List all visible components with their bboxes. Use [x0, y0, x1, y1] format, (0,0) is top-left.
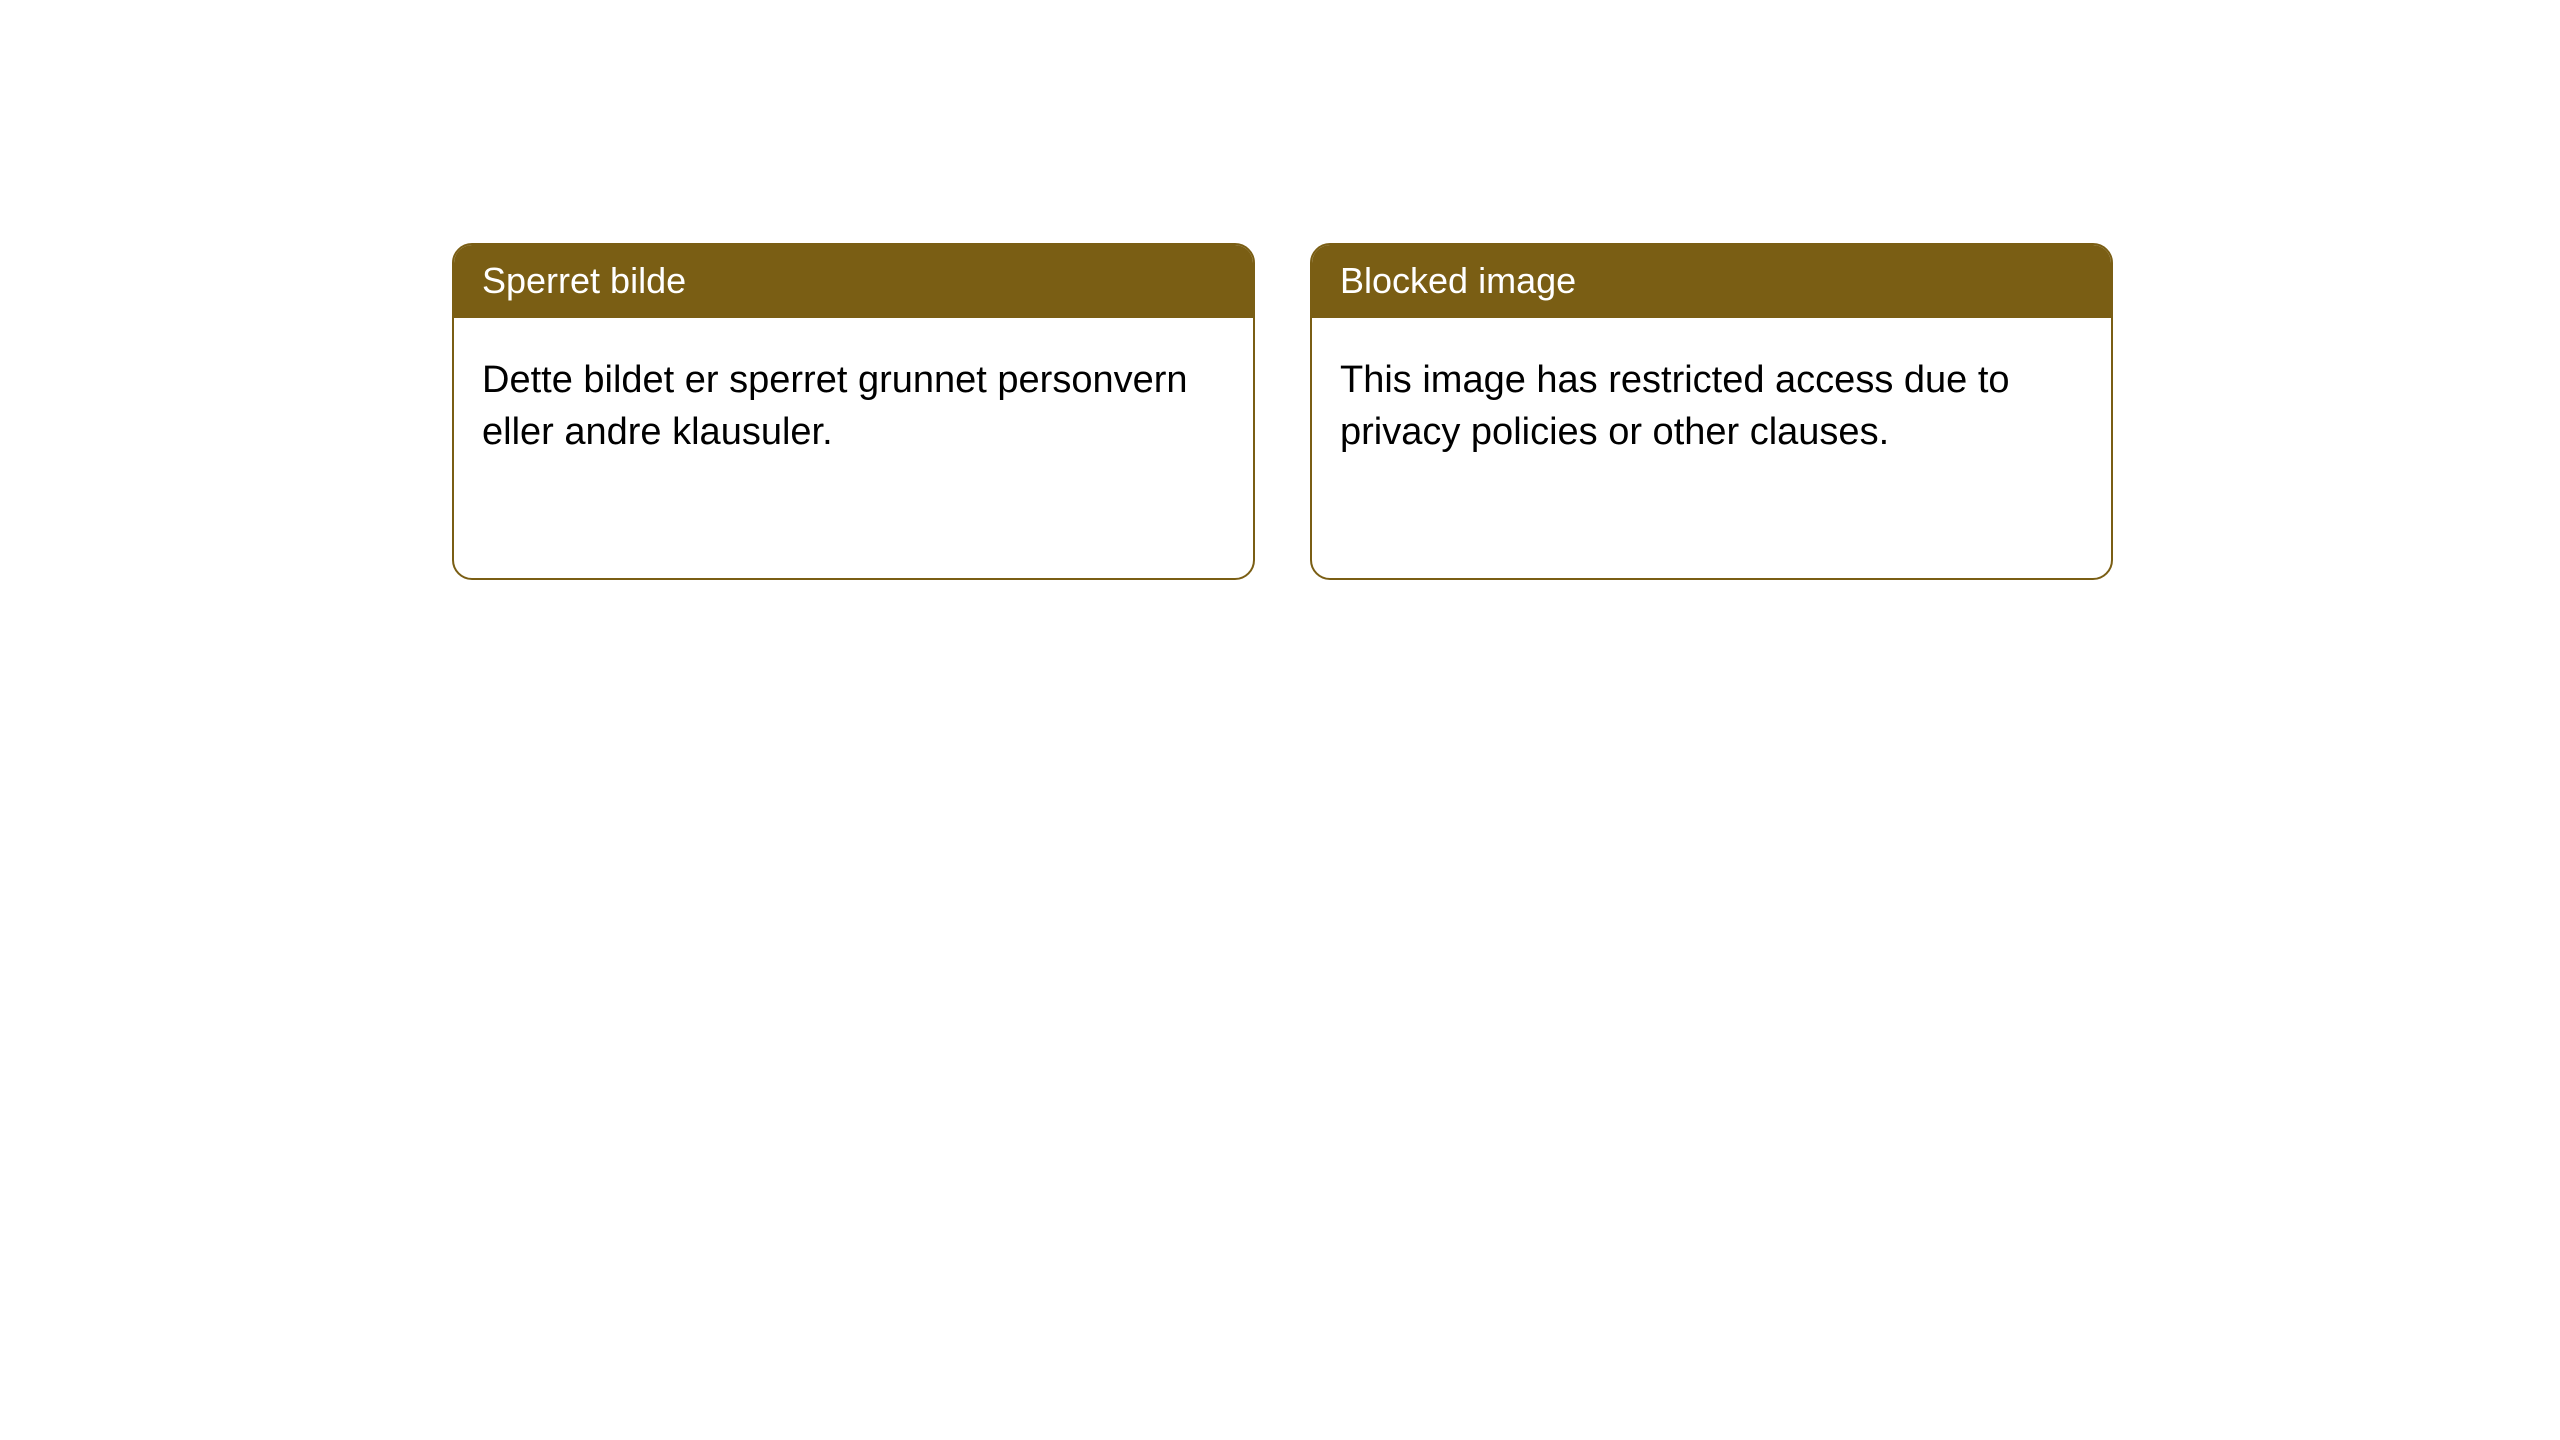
- notice-cards-container: Sperret bilde Dette bildet er sperret gr…: [452, 243, 2113, 580]
- notice-card-title: Blocked image: [1312, 245, 2111, 318]
- notice-card-title: Sperret bilde: [454, 245, 1253, 318]
- notice-card-body: This image has restricted access due to …: [1312, 318, 2111, 486]
- notice-card-english: Blocked image This image has restricted …: [1310, 243, 2113, 580]
- notice-card-body: Dette bildet er sperret grunnet personve…: [454, 318, 1253, 486]
- notice-card-norwegian: Sperret bilde Dette bildet er sperret gr…: [452, 243, 1255, 580]
